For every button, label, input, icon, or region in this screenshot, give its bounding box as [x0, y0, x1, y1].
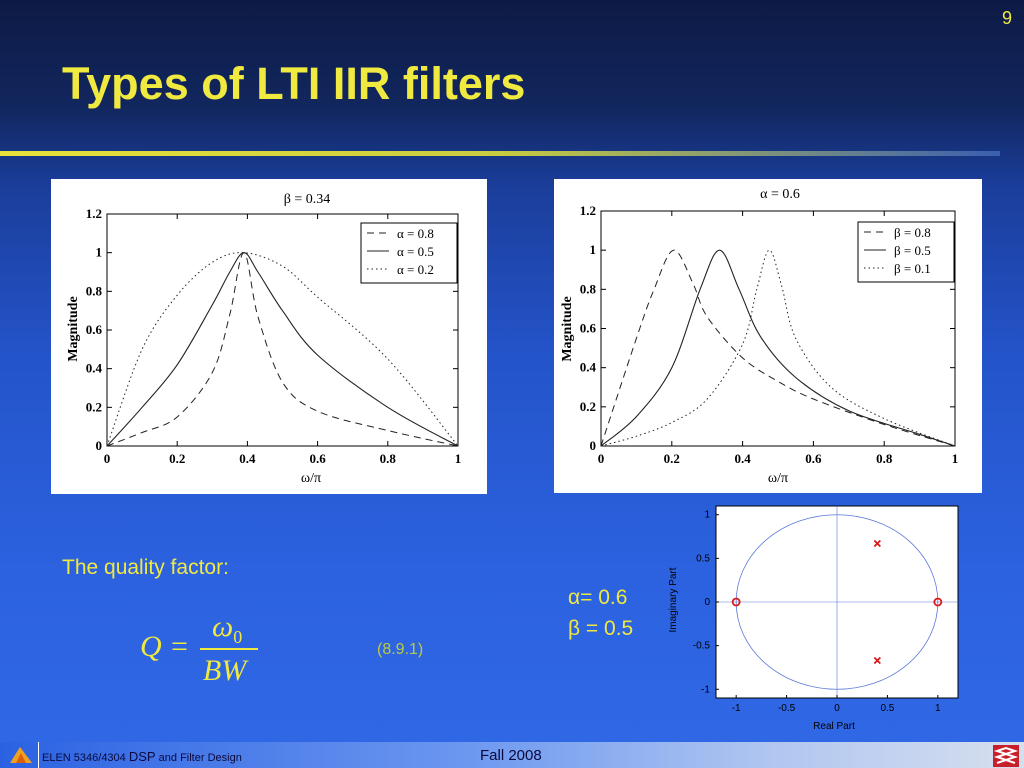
fraction-bar [200, 648, 258, 650]
x-tick-label: 0 [834, 703, 840, 714]
series-line-2 [600, 249, 956, 447]
legend-entry: β = 0.8 [894, 225, 931, 240]
x-tick-label: 1 [952, 451, 959, 466]
y-tick-label: 1 [590, 242, 597, 257]
x-tick-label: 1 [935, 703, 941, 714]
y-tick-label: 0.6 [86, 322, 103, 337]
university-logo-icon [993, 745, 1019, 767]
magnitude-plot-beta-svg: β = 0.34 ω/π Magnitude 0 0.2 0.4 0.6 0.8 1 0 0.… [66, 192, 462, 486]
pole-marker [873, 656, 881, 665]
legend-entry: α = 0.2 [397, 262, 434, 277]
y-tick-label: 0 [590, 438, 597, 453]
x-tick-label: 0.6 [805, 451, 822, 466]
x-tick-label: 0.6 [309, 451, 326, 466]
filter-parameters: α= 0.6 β = 0.5 [568, 582, 633, 644]
y-tick-label: 1.2 [580, 203, 596, 218]
term-label: Fall 2008 [480, 747, 542, 764]
magnitude-plot-alpha-svg: α = 0.6 ω/π Magnitude 0 0.2 0.4 0.6 0.8 1 0 0.2… [560, 187, 959, 486]
x-tick-label: 0.5 [880, 703, 894, 714]
omega-subscript: 0 [233, 627, 243, 647]
chart-title: β = 0.34 [284, 192, 331, 207]
x-tick-label: 1 [455, 451, 462, 466]
x-tick-label: 0 [104, 451, 111, 466]
x-tick-label: 0.4 [734, 451, 751, 466]
y-tick-label: 0.8 [86, 283, 103, 298]
y-tick-label: 0.4 [580, 360, 597, 375]
x-axis-label: Real Part [813, 721, 855, 732]
matlab-logo-icon [10, 747, 32, 763]
beta-value: β = 0.5 [568, 617, 634, 640]
magnitude-plot-alpha: α = 0.6 ω/π Magnitude 0 0.2 0.4 0.6 0.8 1 0 0.2… [554, 179, 982, 493]
legend-entry: β = 0.5 [894, 243, 931, 258]
quality-factor-label: The quality factor: [62, 556, 229, 579]
alpha-value: α= 0.6 [568, 586, 628, 609]
omega-symbol: ω [212, 610, 234, 643]
x-tick-label: 0.8 [380, 451, 397, 466]
legend-entry: β = 0.1 [894, 261, 931, 276]
zero-marker [731, 597, 741, 607]
equation-number: (8.9.1) [377, 641, 424, 658]
x-tick-label: -0.5 [778, 703, 796, 714]
y-tick-label: 0.5 [696, 553, 710, 564]
course-info: ELEN 5346/4304 DSP and Filter Design [42, 749, 242, 764]
title-underline [0, 151, 1000, 156]
equation-numerator: ω0 [212, 610, 242, 648]
y-tick-label: 0.6 [580, 321, 597, 336]
y-axis-label: Imaginary Part [668, 567, 679, 632]
legend-entry: α = 0.5 [397, 244, 434, 259]
x-tick-label: -1 [732, 703, 741, 714]
y-tick-label: -0.5 [693, 641, 711, 652]
y-tick-label: 0 [96, 438, 103, 453]
x-tick-label: 0.8 [876, 451, 893, 466]
x-tick-label: 0.2 [169, 451, 185, 466]
y-tick-label: -1 [701, 684, 710, 695]
legend-box [857, 221, 955, 283]
equation-lhs: Q = [140, 630, 190, 663]
pole-zero-plot-svg: Real Part Imaginary Part -1 -0.5 0 0.5 1 -1 -0… [668, 505, 959, 732]
chart-title: α = 0.6 [760, 187, 800, 202]
y-tick-label: 1 [96, 245, 103, 260]
y-axis-label: Magnitude [66, 296, 81, 361]
series-line-2 [106, 252, 459, 447]
x-tick-label: 0.2 [664, 451, 680, 466]
x-tick-label: 0 [598, 451, 605, 466]
footer-bar: ELEN 5346/4304 DSP and Filter Design Fal… [0, 742, 1024, 768]
legend-entry: α = 0.8 [397, 226, 434, 241]
y-tick-label: 0.4 [86, 361, 103, 376]
course-code: ELEN 5346/4304 [42, 752, 126, 764]
course-subject: and Filter Design [158, 752, 242, 764]
x-axis-label: ω/π [301, 471, 321, 486]
y-tick-label: 0.8 [580, 281, 597, 296]
pole-zero-plot: Real Part Imaginary Part -1 -0.5 0 0.5 1 -1 -0… [666, 498, 970, 736]
footer-divider [38, 742, 39, 768]
y-tick-label: 0.2 [580, 399, 596, 414]
series-line-3 [600, 249, 956, 447]
y-axis-label: Magnitude [560, 296, 575, 361]
y-tick-label: 0 [704, 597, 710, 608]
y-tick-label: 1.2 [86, 206, 102, 221]
zero-marker [933, 597, 943, 607]
magnitude-plot-beta: β = 0.34 ω/π Magnitude 0 0.2 0.4 0.6 0.8 1 0 0.… [51, 179, 487, 494]
series-line-1 [600, 249, 956, 447]
legend-box [360, 222, 458, 284]
course-dsp: DSP [128, 749, 156, 764]
slide-number: 9 [1001, 8, 1012, 28]
equation-denominator: BW [203, 654, 247, 687]
y-tick-label: 1 [704, 510, 710, 521]
y-tick-label: 0.2 [86, 399, 102, 414]
x-tick-label: 0.4 [239, 451, 256, 466]
slide-title: Types of LTI IIR filters [62, 58, 526, 109]
pole-marker [873, 539, 881, 548]
x-axis-label: ω/π [768, 471, 788, 486]
